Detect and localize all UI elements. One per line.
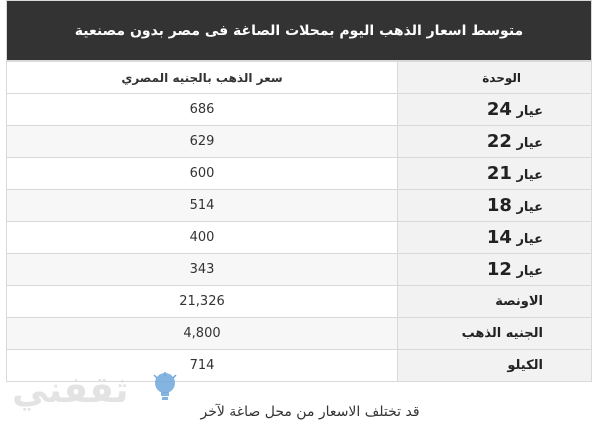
disclaimer-note: قد تختلف الاسعار من محل صاغة لآخر: [200, 404, 420, 420]
karat-number: 18: [486, 195, 512, 216]
header-price: سعر الذهب بالجنيه المصري: [6, 61, 398, 94]
price-cell: 600: [6, 157, 398, 190]
table-row: 629 عيار 22: [6, 125, 592, 158]
table-row: 343 عيار 12: [6, 253, 592, 286]
karat-number: 24: [486, 99, 512, 120]
karat-word: عيار: [516, 104, 543, 119]
unit-cell: الكيلو: [397, 349, 592, 382]
karat-number: 21: [486, 163, 512, 184]
karat-word: عيار: [516, 232, 543, 247]
karat-number: 12: [486, 259, 512, 280]
site-logo-watermark: ثقفني: [12, 362, 192, 426]
logo-text: ثقفني: [12, 370, 129, 411]
unit-cell: الاونصة: [397, 285, 592, 318]
price-cell: 343: [6, 253, 398, 286]
lightbulb-icon: [153, 372, 177, 400]
unit-cell: الجنيه الذهب: [397, 317, 592, 350]
karat-word: عيار: [516, 168, 543, 183]
karat-number: 22: [486, 131, 512, 152]
table-row: 400 عيار 14: [6, 221, 592, 254]
gold-price-table: سعر الذهب بالجنيه المصري الوحدة 686 عيار…: [6, 61, 592, 382]
karat-cell: عيار 24: [397, 93, 592, 126]
price-cell: 21,326: [6, 285, 398, 318]
karat-word: عيار: [516, 200, 543, 215]
karat-cell: عيار 14: [397, 221, 592, 254]
table-row: 514 عيار 18: [6, 189, 592, 222]
table-row: 4,800 الجنيه الذهب: [6, 317, 592, 350]
karat-word: عيار: [516, 264, 543, 279]
table-row: 21,326 الاونصة: [6, 285, 592, 318]
table-row: 600 عيار 21: [6, 157, 592, 190]
karat-word: عيار: [516, 136, 543, 151]
karat-cell: عيار 22: [397, 125, 592, 158]
price-cell: 714: [6, 349, 398, 382]
price-cell: 4,800: [6, 317, 398, 350]
karat-number: 14: [486, 227, 512, 248]
table-title: متوسط اسعار الذهب اليوم بمحلات الصاغة فى…: [6, 0, 592, 61]
gold-price-table-container: متوسط اسعار الذهب اليوم بمحلات الصاغة فى…: [6, 0, 592, 382]
price-cell: 629: [6, 125, 398, 158]
karat-cell: عيار 18: [397, 189, 592, 222]
karat-cell: عيار 12: [397, 253, 592, 286]
header-unit: الوحدة: [397, 61, 592, 94]
table-row: 714 الكيلو: [6, 349, 592, 382]
price-cell: 514: [6, 189, 398, 222]
table-row: 686 عيار 24: [6, 93, 592, 126]
price-cell: 400: [6, 221, 398, 254]
price-cell: 686: [6, 93, 398, 126]
karat-cell: عيار 21: [397, 157, 592, 190]
table-header-row: سعر الذهب بالجنيه المصري الوحدة: [6, 61, 592, 94]
